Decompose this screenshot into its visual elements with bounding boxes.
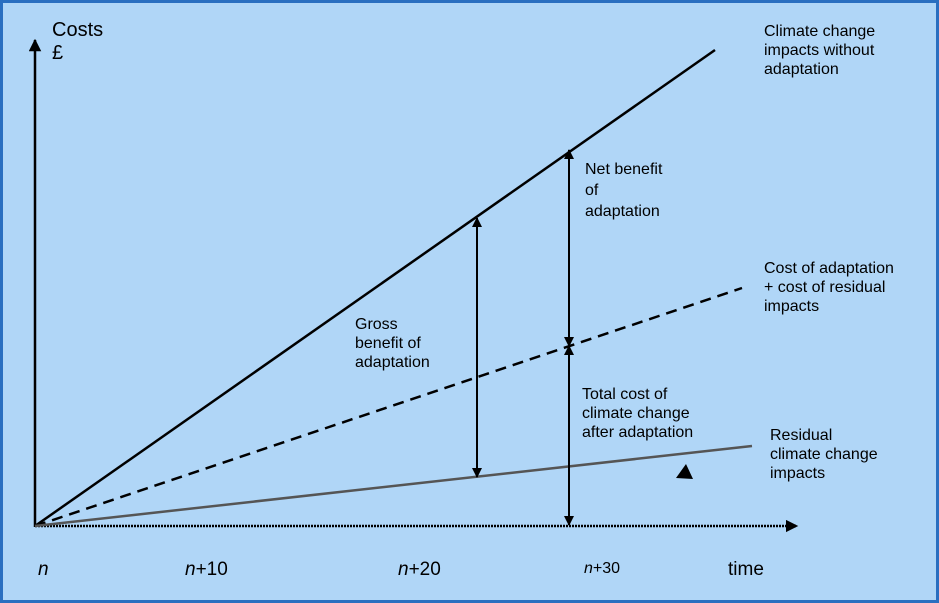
label-adaptation-plus-residual: Cost of adaptation + cost of residual im…	[764, 260, 894, 315]
label-total-cost: Total cost of climate change after adapt…	[582, 386, 694, 441]
line-residual-impacts	[34, 444, 753, 528]
y-axis-label: Costs £	[52, 19, 104, 64]
x-tick-0: n	[38, 559, 49, 580]
x-axis-label: time	[728, 559, 764, 580]
line-without-adaptation	[34, 48, 716, 528]
x-tick-3: n+30	[584, 560, 621, 577]
pointer-triangle	[676, 464, 693, 479]
x-tick-1: n+10	[185, 559, 228, 580]
line-adaptation-plus-residual	[34, 286, 743, 528]
label-without-adaptation: Climate change impacts without adaptatio…	[764, 23, 876, 78]
x-tick-2: n+20	[398, 559, 441, 580]
label-gross-benefit: Gross benefit of adaptation	[355, 316, 430, 371]
label-residual-impacts: Residual climate change impacts	[770, 427, 878, 482]
label-net-benefit: Net benefit of adaptation	[585, 161, 663, 220]
